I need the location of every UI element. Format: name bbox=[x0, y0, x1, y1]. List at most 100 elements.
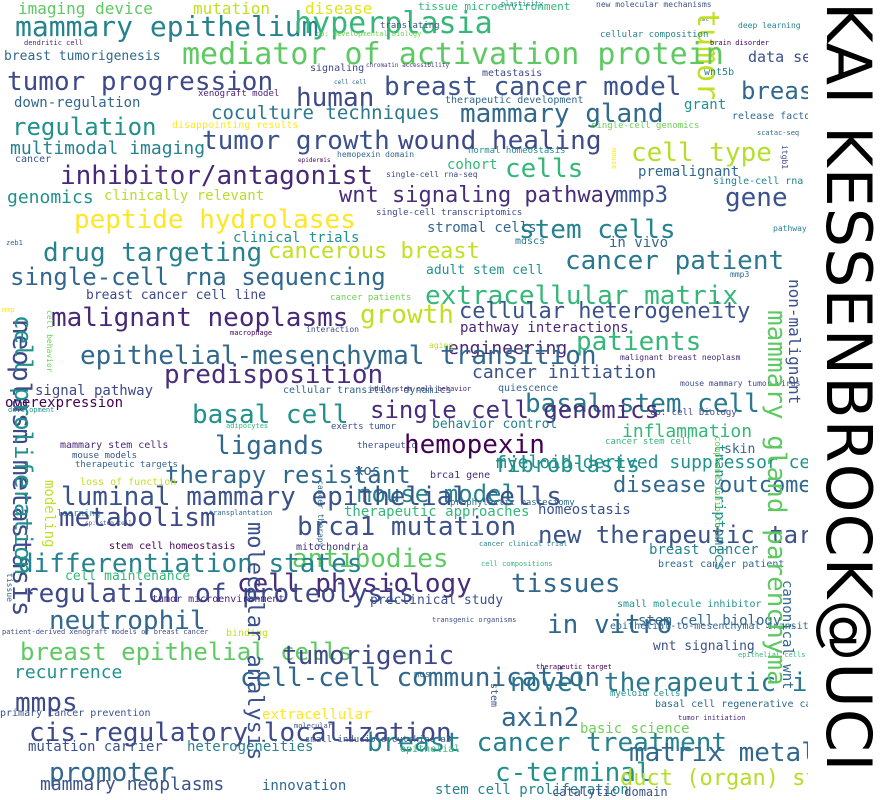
cloud-word: epithelial cells bbox=[738, 651, 806, 659]
cloud-word: therapeutic bbox=[357, 441, 417, 451]
cloud-word: neoplasm metastasis bbox=[6, 319, 36, 617]
cloud-word: mouse models bbox=[72, 451, 138, 461]
cloud-word: wnt signaling bbox=[653, 639, 755, 654]
cloud-word: cancer stem cell bbox=[605, 437, 692, 447]
cloud-word: catalytic domain bbox=[552, 785, 668, 799]
cloud-word: small inducible cytokine a3 bbox=[305, 735, 452, 745]
cloud-word: transplantation bbox=[209, 509, 273, 517]
cloud-word: primary cancer prevention bbox=[0, 708, 151, 719]
cloud-word: patients bbox=[576, 327, 702, 357]
cloud-word: mammary stem cells bbox=[60, 440, 169, 451]
cloud-word: cell proliferation bbox=[9, 315, 37, 576]
cloud-word: therapeutic target bbox=[536, 663, 612, 671]
cloud-word: regulation bbox=[12, 113, 157, 141]
cloud-word: malignant breast neoplasm bbox=[620, 353, 741, 362]
cloud-word: wound healing bbox=[398, 126, 602, 156]
cloud-word: cancer patients bbox=[330, 293, 412, 303]
cloud-word: cancer therapy bbox=[316, 480, 325, 548]
cloud-word: cancerous breast bbox=[268, 239, 480, 264]
cloud-word: premalignant bbox=[638, 164, 740, 180]
cloud-word: behavior control bbox=[432, 417, 558, 432]
cloud-word: homeostasis bbox=[538, 502, 631, 518]
cloud-word: mouse bbox=[610, 148, 618, 170]
cloud-word: ligands bbox=[215, 431, 325, 461]
cloud-word: cellular heterogeneity bbox=[459, 299, 751, 324]
cloud-word: hyperplasia bbox=[294, 6, 493, 41]
cloud-word: loss of function bbox=[80, 477, 177, 488]
cloud-word: therapeutic targets bbox=[75, 460, 178, 470]
cloud-word: new therapeutic target bbox=[538, 521, 808, 549]
cloud-word: breast tumorigenesis bbox=[4, 49, 161, 64]
cloud-word: cis-regulatory localization bbox=[29, 718, 452, 748]
cloud-word: pathway interactions bbox=[460, 320, 629, 336]
cloud-word: antibodies bbox=[292, 544, 449, 574]
cloud-word: cell compositions bbox=[481, 560, 553, 568]
cloud-word: stem cell proliferation bbox=[435, 782, 629, 798]
cloud-word: cancer initiation bbox=[472, 362, 657, 383]
cloud-word: adult stem cell bbox=[426, 263, 544, 278]
cloud-word: mammary epithelium bbox=[15, 10, 319, 43]
cloud-word: wnt5b bbox=[704, 67, 735, 78]
cloud-word: transgenic organisms bbox=[432, 616, 517, 624]
cloud-word: xenograft model bbox=[198, 89, 280, 99]
cloud-word: single-cell transcriptomics bbox=[376, 208, 523, 218]
cloud-word: stem cells bbox=[519, 215, 676, 245]
cloud-word: small molecule inhibitor bbox=[617, 599, 762, 610]
cloud-word: breast cancer treatment bbox=[367, 728, 728, 758]
cloud-word: stem cell homeostasis bbox=[109, 541, 236, 552]
cloud-word: prophylactic mastectomy bbox=[450, 498, 575, 508]
cloud-word: adipocytes bbox=[226, 422, 269, 430]
cloud-word: gene bbox=[725, 183, 788, 213]
cloud-word: imaging device bbox=[18, 0, 153, 18]
cloud-word: human bbox=[296, 83, 375, 113]
cloud-word: cell behavior bbox=[45, 310, 54, 373]
cloud-word: disease outcome bbox=[613, 473, 808, 498]
cloud-word: patient-derived xenograft models of brea… bbox=[2, 628, 209, 636]
cloud-word: single-cell genomics bbox=[591, 121, 700, 131]
cloud-word: epidermis bbox=[298, 157, 331, 164]
cloud-word: cancer bbox=[15, 154, 52, 165]
cloud-word: cell cell bbox=[334, 79, 367, 86]
cloud-word: cancer clinical trial bbox=[479, 540, 568, 548]
cloud-word: epithelial-to-mesenchymal transition bbox=[610, 621, 808, 632]
cloud-word: cell maintenance bbox=[65, 569, 191, 584]
cloud-word: metastasis bbox=[482, 68, 543, 79]
cloud-word: disappointing results bbox=[172, 120, 299, 131]
cloud-word: cp: cell biology bbox=[650, 408, 737, 418]
cloud-word: aging bbox=[429, 341, 454, 350]
cloud-word: multimodal imaging bbox=[10, 138, 206, 159]
cloud-word: binding bbox=[226, 628, 269, 639]
cloud-word: exerts tumor bbox=[331, 422, 397, 432]
cloud-word: c-terminal bbox=[495, 758, 652, 788]
cloud-word: development bbox=[8, 406, 55, 414]
cloud-word: tumor microenvironment bbox=[152, 594, 285, 605]
cloud-word: normal homeostasis bbox=[468, 146, 566, 156]
cloud-word: tissues bbox=[511, 569, 621, 599]
cloud-word: hemopexin bbox=[404, 430, 545, 460]
cloud-word: tissue microenvironment bbox=[418, 0, 571, 13]
cloud-word: drug targeting bbox=[43, 238, 263, 268]
cloud-word: tumor progression bbox=[7, 67, 274, 97]
cloud-word: promoter bbox=[49, 758, 175, 788]
cloud-word: quiescence bbox=[498, 383, 559, 394]
cloud-word: hemopexin domain bbox=[337, 150, 415, 159]
cloud-word: heterogeneities bbox=[187, 739, 314, 755]
cloud-word: zeb1 bbox=[6, 239, 23, 247]
cloud-word: learning bbox=[57, 509, 101, 519]
cloud-word: adult stem cell behavior bbox=[370, 385, 472, 393]
cloud-word: innovation bbox=[262, 778, 347, 794]
cloud-word: pathway bbox=[773, 224, 807, 233]
cloud-word: epithelial-mesenchymal transition bbox=[80, 341, 597, 371]
cloud-word: therapeutic approaches bbox=[344, 504, 530, 520]
cloud-word: canonical wnt bbox=[779, 580, 795, 690]
cloud-word: differentiation states bbox=[18, 549, 363, 579]
cloud-word: single-cell rna-seq bbox=[386, 170, 478, 179]
cloud-word: modeling bbox=[41, 480, 57, 548]
cloud-word: mitochondria bbox=[296, 542, 369, 553]
cloud-word: matrix metalloproteinases bbox=[629, 738, 808, 768]
cloud-word: mammary gland parenchyma bbox=[761, 310, 791, 686]
cloud-word: transcriptomics bbox=[711, 444, 727, 571]
cloud-word: luminal mammary epithelial cells bbox=[61, 482, 562, 512]
cloud-word: signal pathway bbox=[35, 383, 154, 399]
cloud-word: molecular analysis bbox=[242, 522, 267, 761]
